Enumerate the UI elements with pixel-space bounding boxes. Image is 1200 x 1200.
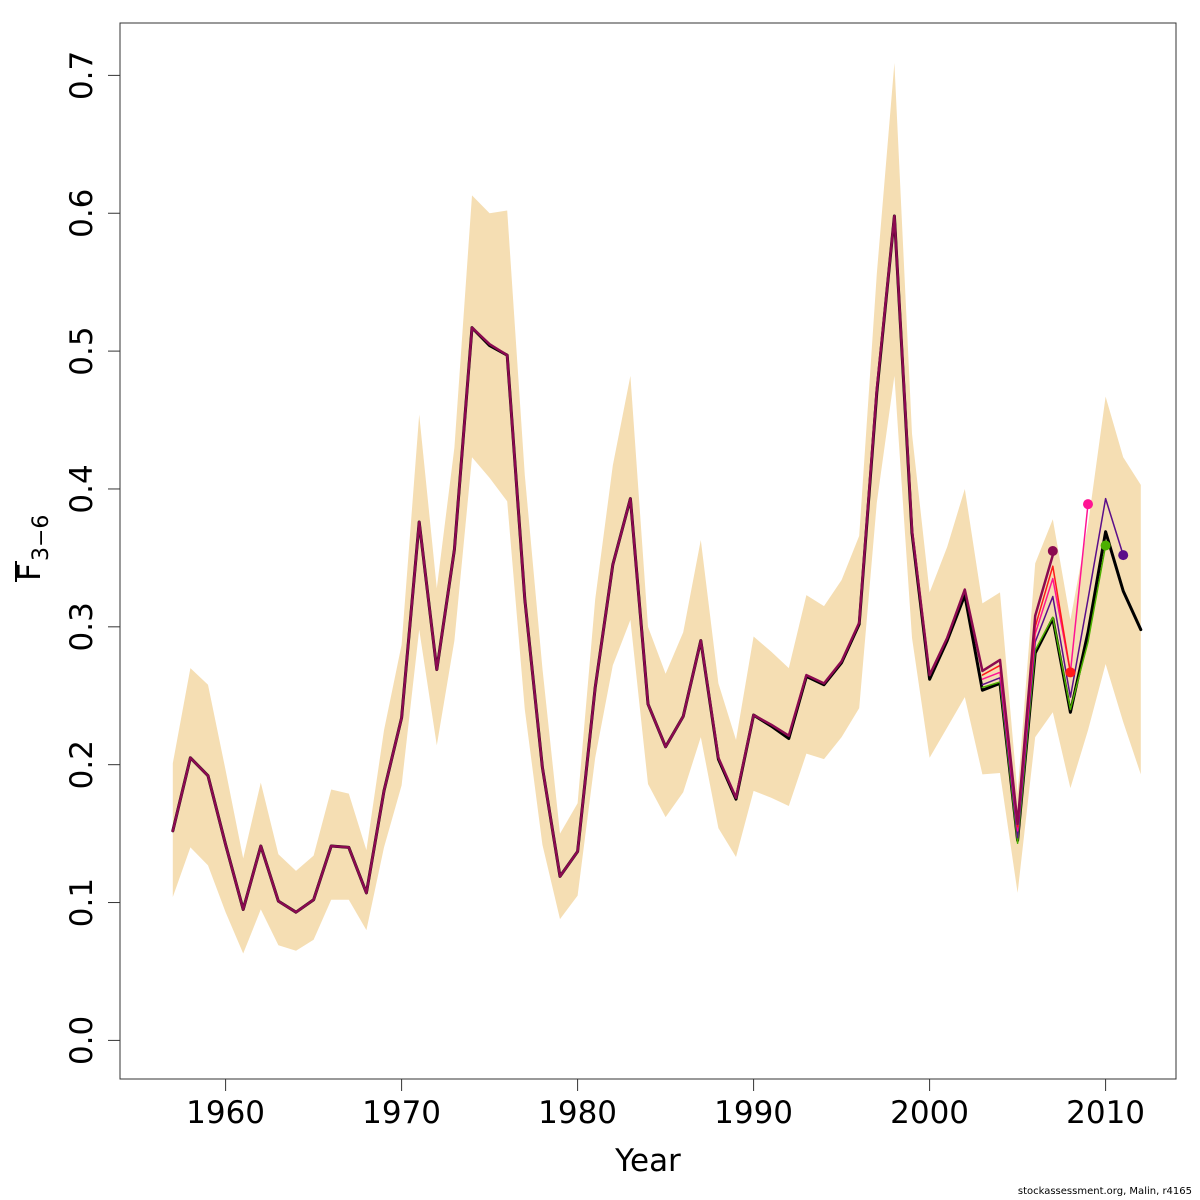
x-tick-label: 2010 [1066,1095,1145,1131]
series-endpoint-1 [1047,546,1058,556]
x-tick-label: 1970 [362,1095,441,1131]
y-tick-label: 0.1 [64,878,100,927]
y-tick-label: 0.3 [64,602,100,651]
series-endpoint-5 [1118,550,1129,561]
x-tick-label: 1980 [538,1095,617,1131]
x-tick-label: 2000 [890,1095,969,1131]
y-tick-label: 0.6 [64,189,100,238]
x-axis-title: Year [614,1143,681,1179]
series-endpoint-3 [1083,499,1093,510]
y-axis-title: F 3−6 [12,515,54,582]
y-tick-label: 0.7 [64,51,100,100]
x-tick-label: 1990 [714,1095,793,1131]
y-tick-label: 0.4 [64,464,100,513]
credit-text: stockassessment.org, Malin, r4165 [1017,1186,1192,1197]
confidence-band [172,62,1141,954]
series-line-1 [171,214,1143,914]
series-endpoint-4 [1100,540,1111,551]
series-line-6 [171,214,1055,914]
series-endpoint-2 [1065,667,1076,678]
svg-text:F: F [12,563,48,581]
y-tick-label: 0.5 [64,326,100,375]
y-axis-title-main: F [12,563,48,581]
svg-text:3−6: 3−6 [29,515,54,561]
y-axis-title-sub: 3−6 [29,515,54,561]
y-axis: 0.0 0.1 0.2 0.3 0.4 0.5 0.6 0.7 [64,51,121,1065]
y-tick-label: 0.0 [64,1016,100,1065]
x-axis: 1960 1970 1980 1990 2000 2010 [186,1078,1145,1131]
plot-area [171,62,1143,954]
y-tick-label: 0.2 [64,740,100,789]
x-tick-label: 1960 [186,1095,265,1131]
